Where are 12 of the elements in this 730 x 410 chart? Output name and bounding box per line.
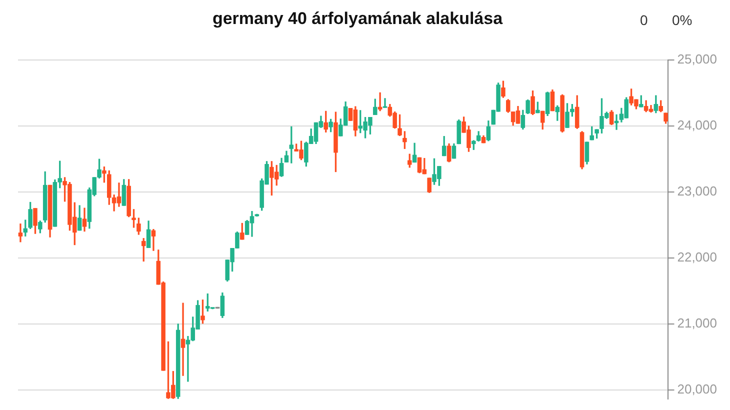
candlestick <box>378 92 382 112</box>
y-tick-label: 20,000 <box>677 382 718 397</box>
text: 0 <box>640 12 648 28</box>
candlestick <box>18 224 23 242</box>
y-tick-label: 22,000 <box>677 250 718 265</box>
y-tick-label: 23,000 <box>677 184 718 199</box>
y-tick-label: 21,000 <box>677 316 718 331</box>
candlestick <box>180 302 186 376</box>
text: 0% <box>672 12 692 28</box>
y-tick-label: 25,000 <box>677 52 718 67</box>
chart-title: germany 40 árfolyamának alakulása <box>212 9 503 28</box>
y-tick-label: 24,000 <box>677 118 718 133</box>
